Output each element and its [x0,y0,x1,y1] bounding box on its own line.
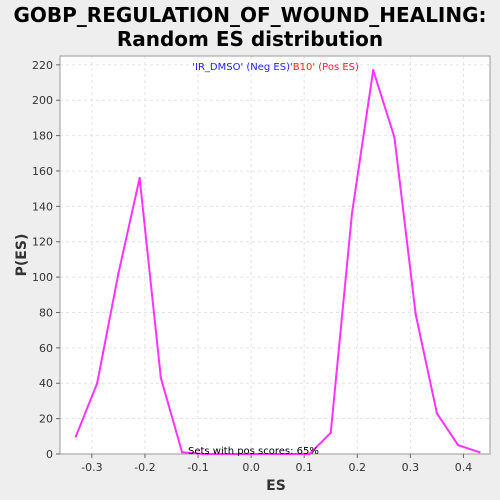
data-point [74,435,78,438]
data-point [180,451,184,454]
x-tick-label: 0.2 [349,461,367,474]
chart-title-line2: Random ES distribution [116,27,384,51]
x-tick-label: 0.4 [455,461,473,474]
data-point [350,212,354,215]
y-tick-label: 180 [32,130,53,143]
annotation: Sets with pos scores: 65% [188,446,319,457]
data-point [95,382,99,385]
series-line [74,69,480,455]
x-tick-label: -0.2 [134,461,155,474]
y-tick-label: 140 [32,200,53,213]
y-ticks: 0 20 40 60 80 100 120 140 160 180 200 220 [32,59,60,461]
data-point [159,376,163,380]
data-point [435,412,439,415]
y-axis-label: P(ES) [14,234,30,277]
y-tick-label: 120 [32,236,53,249]
plot-area [60,56,490,454]
chart-title-line1: GOBP_REGULATION_OF_WOUND_HEALING: [13,3,487,27]
data-point [329,431,332,434]
grid [60,56,490,455]
x-ticks: -0.3 -0.2 -0.1 0.0 0.1 0.2 0.3 0.4 [81,454,472,474]
data-point [478,451,481,454]
y-tick-label: 0 [46,448,53,461]
legend-neg: 'IR_DMSO' (Neg ES) [192,62,290,73]
y-tick-label: 60 [39,342,53,355]
data-point [414,313,417,316]
data-point [202,452,205,456]
data-point [117,272,120,275]
x-tick-label: 0.1 [295,461,313,474]
y-tick-label: 40 [39,377,53,390]
data-point [456,443,460,447]
legend-pos: 'B10' (Pos ES) [290,62,359,73]
y-tick-label: 80 [39,306,53,319]
data-point [308,452,311,456]
data-point [138,176,141,180]
x-tick-label: -0.3 [81,461,102,474]
x-axis-label: ES [266,478,286,494]
y-tick-label: 20 [39,413,53,426]
data-point [372,68,375,72]
data-point [393,136,396,139]
y-tick-label: 200 [32,94,53,107]
x-tick-label: 0.0 [242,461,260,474]
series-group [74,68,481,456]
y-tick-label: 100 [32,271,53,284]
y-tick-label: 160 [32,165,53,178]
x-tick-label: -0.1 [187,461,208,474]
y-tick-label: 220 [32,59,53,72]
x-tick-label: 0.3 [402,461,420,474]
